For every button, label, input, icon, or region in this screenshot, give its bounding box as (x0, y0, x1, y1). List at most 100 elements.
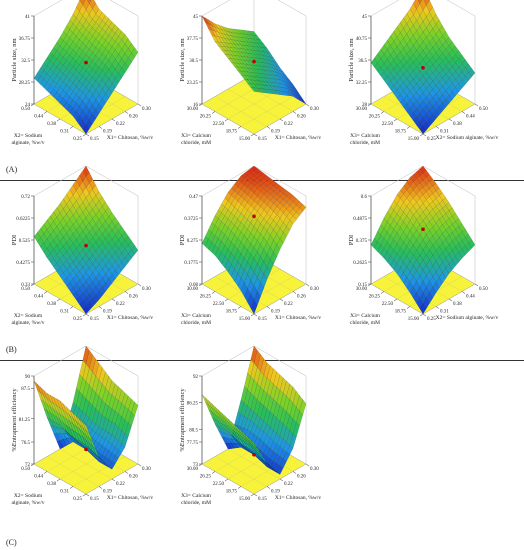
response-surface (33, 165, 139, 315)
surface-cell (256, 39, 265, 45)
surface-cell (128, 412, 135, 427)
y-tick-label: 15.00 (239, 317, 251, 322)
x-tick-label: 0.38 (453, 122, 462, 127)
response-surface (370, 0, 476, 135)
z-axis-label: PDI (179, 235, 186, 245)
y-tick-label: 30.00 (187, 467, 199, 472)
x-tick-label: 0.50 (479, 107, 488, 112)
surface-cell (201, 236, 209, 247)
z-tick-label: 45 (193, 15, 199, 20)
surface-cell (56, 94, 64, 104)
z-tick-label: 0.3725 (184, 217, 198, 222)
x-tick-label: 0.19 (103, 130, 112, 135)
x-tick-label: 0.19 (271, 130, 280, 135)
surface-cell (98, 457, 106, 464)
surface-cell (204, 17, 213, 26)
surface-cell (234, 66, 242, 72)
x-tick-label: 0.30 (142, 287, 151, 292)
surface-cell (250, 57, 258, 63)
x-tick-label: 0.26 (297, 475, 306, 480)
y-tick-label: 30.00 (187, 107, 199, 112)
y-axis-label: chloride, mM (350, 320, 380, 326)
surface-plot-8: 92 86.25 80.5 77.75 73 %Entrapment efficiency… (179, 345, 321, 506)
x-tick-label: 0.26 (129, 295, 138, 300)
z-tick-label: 0.275 (187, 239, 199, 244)
surface-cell (250, 64, 258, 70)
z-axis-label: Particle size, nm (11, 38, 18, 81)
x-tick-label: 0.38 (453, 302, 462, 307)
z-tick-label: 40.75 (356, 37, 368, 42)
surface-cell (66, 431, 74, 439)
surface-cell (72, 437, 80, 443)
z-axis-label: %Entrapment efficiency (179, 388, 186, 452)
y-tick-label: 30.00 (356, 107, 368, 112)
x-tick-label: 0.26 (297, 295, 306, 300)
surface-cell (66, 282, 74, 291)
surface-cell (59, 89, 67, 99)
y-tick-label: 0.50 (21, 467, 30, 472)
design-point-marker (252, 452, 256, 457)
surface-cell (82, 124, 90, 135)
surface-cell (403, 103, 411, 112)
z-tick-label: 90 (25, 375, 31, 380)
surface-cell (128, 249, 135, 259)
y-axis-label: X3= Calcium (350, 313, 381, 319)
y-tick-label: 0.25 (73, 137, 82, 142)
x-tick-label: 0.25 (427, 137, 436, 142)
surface-cell (370, 237, 378, 249)
surface-cell (263, 47, 271, 54)
y-axis-label: X2= Sodium (14, 133, 43, 139)
x-axis-label: X1= Chitosan, %w/v (107, 135, 154, 141)
surface-cell (56, 267, 64, 277)
surface-cell (50, 88, 57, 98)
surface-cell (102, 460, 109, 467)
z-tick-label: 30.5 (189, 59, 198, 64)
surface-cell (63, 277, 70, 287)
z-tick-label: 80.5 (189, 428, 198, 433)
surface-cell (92, 450, 100, 458)
y-tick-label: 0.38 (47, 122, 56, 127)
z-tick-label: 0.08 (189, 283, 198, 288)
surface-cell (221, 431, 229, 439)
z-tick-label: 32.25 (356, 81, 368, 86)
surface-cell (82, 305, 90, 315)
surface-cell (115, 265, 122, 276)
z-tick-label: 36.5 (358, 59, 367, 64)
surface-plot-2: 45 37.75 30.5 23.25 16 Particle size, nm 0.15 0… (179, 0, 321, 146)
y-tick-label: 15.00 (408, 317, 420, 322)
x-tick-label: 0.19 (103, 310, 112, 315)
design-point-marker (252, 214, 256, 219)
y-tick-label: 15.00 (239, 497, 251, 502)
surface-plot-6: 0.6 0.4875 0.375 0.2625 0.15 PDI 0.25 0.31 0.38 0… (348, 165, 499, 326)
surface-cell (37, 75, 44, 85)
y-axis-label: chloride, mM (181, 320, 211, 326)
surface-cell (270, 466, 277, 472)
surface-cell (416, 297, 424, 309)
surface-cell (256, 50, 265, 56)
surface-cell (243, 30, 252, 36)
surface-plot-5: 0.47 0.3725 0.275 0.1775 0.08 PDI 0.15 0.19 0.22… (179, 165, 321, 326)
y-tick-label: 26.25 (200, 295, 212, 300)
surface-cell (234, 439, 242, 446)
surface-plot-4: 0.72 0.6225 0.525 0.4275 0.33 PDI 0.15 0.19 0.22… (11, 165, 153, 326)
surface-cell (419, 303, 427, 315)
y-tick-label: 0.50 (21, 287, 30, 292)
surface-cell (283, 226, 290, 237)
z-tick-label: 81.25 (19, 418, 31, 423)
z-tick-label: 0.1775 (184, 261, 198, 266)
surface-cell (227, 431, 235, 439)
z-tick-label: 0.6 (361, 195, 368, 200)
y-tick-label: 30.00 (187, 287, 199, 292)
surface-cell (237, 440, 245, 447)
surface-cell (53, 262, 61, 272)
surface-cell (82, 422, 90, 434)
surface-cell (250, 439, 258, 449)
y-tick-label: 18.75 (395, 130, 407, 135)
y-tick-label: 0.38 (47, 482, 56, 487)
z-tick-label: 16 (193, 103, 199, 108)
x-axis-label: X2= Sodium alginate, %w/v (436, 315, 499, 321)
z-tick-label: 23.25 (187, 81, 199, 86)
surface-cell (270, 251, 277, 265)
surface-cell (256, 61, 265, 67)
